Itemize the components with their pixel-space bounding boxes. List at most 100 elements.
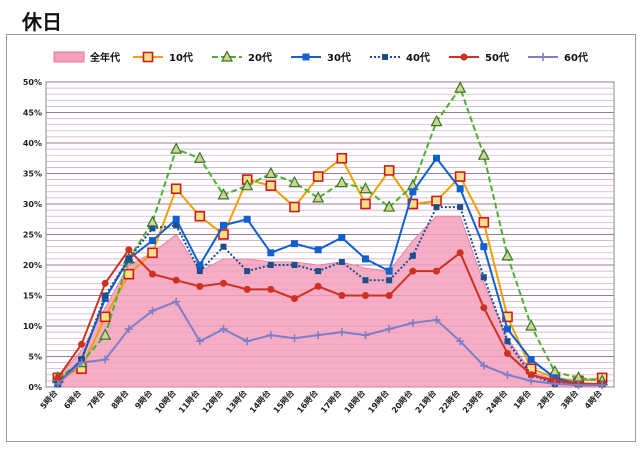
y-tick-label: 20% [23,261,42,270]
data-point [386,277,393,284]
data-point [454,81,467,93]
legend-marker [382,54,388,60]
data-point [504,325,511,333]
data-point [243,337,252,346]
y-tick-label: 50% [23,78,42,87]
data-point [267,285,275,293]
data-point [480,274,487,281]
legend-item: 60代 [528,51,588,64]
data-point [101,355,110,364]
data-point [314,246,322,254]
data-point [288,175,301,188]
data-point [456,249,464,257]
x-tick-label: 3時台 [559,388,581,411]
data-point [337,328,346,337]
data-point [362,277,369,284]
legend-item: 40代 [370,51,430,64]
data-point [172,297,181,306]
y-tick-label: 10% [23,322,42,331]
data-point [289,201,300,213]
x-tick-label: 14時台 [247,388,272,415]
data-point [243,285,251,293]
data-point [409,267,417,275]
series-line-4 [57,206,603,385]
data-point [125,255,132,262]
legend-label: 30代 [327,51,351,64]
x-tick-label: 12時台 [200,388,225,415]
x-tick-label: 1時台 [511,388,533,411]
x-tick-label: 16時台 [295,388,320,415]
series-line-5 [56,248,603,385]
x-tick-label: 17時台 [318,388,343,415]
data-point [574,381,583,390]
data-point [267,262,274,268]
x-tick-label: 23時台 [460,388,485,415]
data-point [477,148,490,160]
x-tick-label: 6時台 [62,388,84,411]
data-point [193,151,206,163]
legend-label: 40代 [406,51,430,64]
legend-item: 50代 [449,51,509,64]
data-point [480,304,488,312]
data-point [361,331,370,340]
x-tick-label: 15時台 [271,388,296,415]
data-point [360,198,371,210]
data-point [385,292,393,299]
x-tick-label: 9時台 [133,388,155,411]
y-tick-label: 30% [23,200,42,209]
data-point [125,246,133,254]
data-point [291,240,298,248]
legend-marker [142,51,154,63]
x-tick-label: 11時台 [176,388,201,415]
data-point [290,334,299,343]
data-point [456,185,464,193]
legend-swatch [53,51,85,63]
series-line-3 [57,156,603,385]
data-point [170,142,183,154]
data-point [241,178,254,191]
legend-marker [302,53,310,61]
data-point [454,171,466,182]
data-point [267,249,275,257]
data-point [480,243,488,251]
x-tick-label: 20時台 [389,388,414,415]
x-tick-label: 24時台 [484,388,509,415]
y-tick-label: 0% [28,383,42,392]
x-tick-label: 22時台 [437,388,462,415]
data-point [172,215,180,223]
data-point [291,295,298,303]
data-point [383,165,395,176]
data-point [409,252,416,259]
legend-item: 全年代 [53,51,120,64]
data-point [359,181,372,194]
data-point [336,152,348,164]
x-tick-label: 8時台 [109,388,131,411]
data-point [220,279,227,287]
legend-marker [539,53,547,61]
data-point [244,268,251,275]
series-line-6 [57,300,603,387]
legend-marker [460,53,468,61]
legend-label: 60代 [564,51,588,64]
legend-label: 20代 [248,51,272,64]
data-point [102,292,109,299]
legend-marker [221,50,233,62]
y-tick-label: 5% [28,353,42,362]
data-point [77,358,86,367]
y-tick-label: 25% [23,231,42,240]
data-point [335,175,348,188]
data-point [408,318,417,327]
data-point [217,188,230,200]
x-tick-label: 19時台 [366,388,391,415]
series-line-2 [57,85,603,382]
legend-label: 全年代 [89,51,120,64]
data-point [147,247,158,259]
legend-item: 30代 [291,51,351,64]
data-point [124,325,133,334]
data-point [265,180,277,191]
y-tick-label: 15% [23,292,42,301]
data-point [312,171,324,182]
x-tick-label: 4時台 [582,388,604,411]
legend-item: 10代 [133,51,193,64]
data-point [433,267,440,275]
